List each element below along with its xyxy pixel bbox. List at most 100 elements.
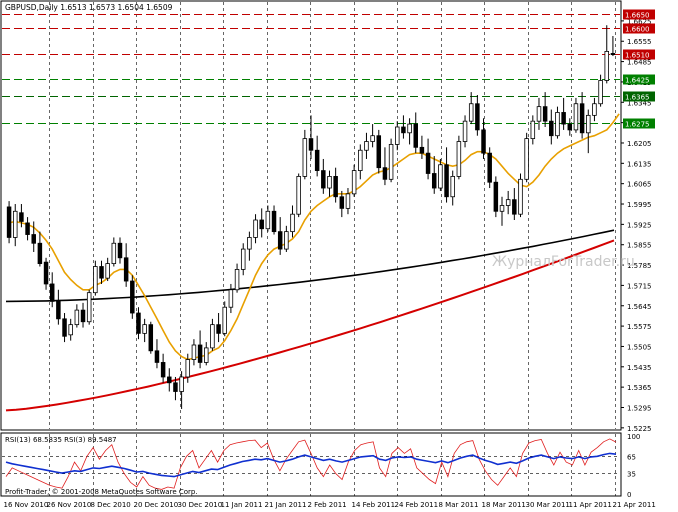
rsi-header: RSI(13) 68.5835 RSI(3) 89.5487 (5, 436, 117, 444)
candle-body (290, 213, 295, 233)
candle-body (425, 152, 431, 174)
ma-slow-line (5, 239, 615, 412)
level-label-bg (623, 118, 655, 129)
candle-body (228, 289, 234, 308)
candle-body (204, 347, 209, 363)
candle-body (364, 141, 369, 151)
candle-body (271, 210, 277, 233)
candle-body (407, 123, 412, 134)
x-tick-label: 2 Feb 2011 (308, 501, 347, 509)
x-tick-label: 18 Mar 2011 (482, 501, 526, 509)
candle-body (567, 123, 573, 131)
candle-body (505, 199, 511, 206)
candle-body (111, 242, 117, 265)
y-tick-label: 1.5785 (627, 262, 652, 270)
candle-body (530, 120, 536, 140)
y-tick-label: 1.5925 (627, 221, 652, 229)
candle-body (321, 170, 326, 189)
candle-body (579, 103, 585, 134)
rsi-pane-frame (0, 432, 622, 497)
y-tick-label: 1.5435 (627, 364, 652, 372)
candle-body (247, 237, 252, 250)
candle-body (431, 173, 437, 189)
candle-body (456, 141, 462, 177)
x-tick-label: 30 Dec 2010 (178, 501, 223, 509)
candle-body (154, 350, 160, 363)
candle-body (136, 312, 141, 334)
candle-body (222, 306, 227, 334)
candle-body (382, 167, 388, 180)
x-tick-label: 26 Nov 2010 (47, 501, 92, 509)
candle-body (561, 112, 566, 125)
candle-body (468, 103, 474, 122)
candle-body (185, 359, 191, 378)
rsi3-line (5, 438, 617, 490)
candle-body (240, 248, 246, 270)
candle-body (598, 80, 603, 105)
candle-body (555, 112, 560, 137)
y-tick-label: 1.5645 (627, 303, 652, 311)
y-tick-label: 1.5575 (627, 323, 652, 331)
y-tick-label: 1.5995 (627, 201, 652, 209)
candle-body (586, 114, 591, 134)
candle-body (142, 324, 147, 334)
y-tick-label: 1.5715 (627, 282, 652, 290)
candle-body (130, 280, 135, 314)
rsi-tick-label: 65 (627, 453, 636, 461)
main-pane-frame (0, 0, 622, 431)
candle-body (19, 212, 24, 222)
y-tick-label: 1.5365 (627, 384, 652, 392)
copyright: Profit-Trader, © 2001-2008 MetaQuotes So… (5, 488, 198, 496)
rsi-tick-label: 0 (627, 491, 631, 499)
candle-body (68, 324, 73, 336)
candle-body (388, 144, 394, 180)
candle-body (395, 126, 400, 145)
candle-body (542, 106, 548, 122)
candle-body (12, 210, 18, 238)
level-label-bg (623, 49, 655, 60)
x-tick-label: 24 Feb 2011 (395, 501, 439, 509)
x-tick-label: 14 Feb 2011 (352, 501, 396, 509)
y-tick-label: 1.6625 (627, 18, 652, 26)
candle-body (610, 53, 616, 56)
candle-body (210, 324, 215, 349)
y-tick-label: 1.6345 (627, 99, 652, 107)
candle-body (259, 219, 264, 230)
candle-body (99, 266, 104, 279)
candle-body (74, 309, 80, 326)
x-tick-label: 21 Apr 2011 (613, 501, 656, 509)
candle-body (444, 164, 449, 198)
candle-body (358, 149, 363, 171)
candle-body (314, 149, 320, 171)
y-tick-label: 1.5295 (627, 404, 652, 412)
candle-body (25, 222, 30, 235)
candle-body (475, 103, 480, 131)
candle-body (296, 176, 301, 215)
level-label-bg (623, 9, 655, 20)
candle-body (173, 382, 178, 392)
level-label-bg (623, 74, 655, 85)
candle-body (419, 146, 425, 154)
ma-200-line (5, 229, 615, 303)
y-tick-label: 1.6065 (627, 181, 652, 189)
y-tick-label: 1.6205 (627, 140, 652, 148)
candle-body (518, 178, 523, 215)
candle-body (105, 263, 110, 279)
candle-body (345, 193, 351, 209)
candle-body (234, 269, 240, 291)
x-tick-label: 8 Dec 2010 (91, 501, 131, 509)
candles (6, 25, 616, 409)
x-tick-label: 11 Apr 2011 (569, 501, 612, 509)
y-tick-label: 1.6555 (627, 38, 652, 46)
candle-body (31, 234, 36, 244)
candle-body (197, 344, 203, 363)
candle-body (549, 120, 554, 137)
candle-body (62, 318, 67, 337)
level-label-bg (623, 91, 655, 102)
level-label: 1.6365 (625, 94, 650, 102)
candle-body (191, 344, 197, 360)
ma-fast-line (8, 113, 620, 361)
candle-body (179, 376, 184, 392)
candle-body (148, 324, 154, 352)
